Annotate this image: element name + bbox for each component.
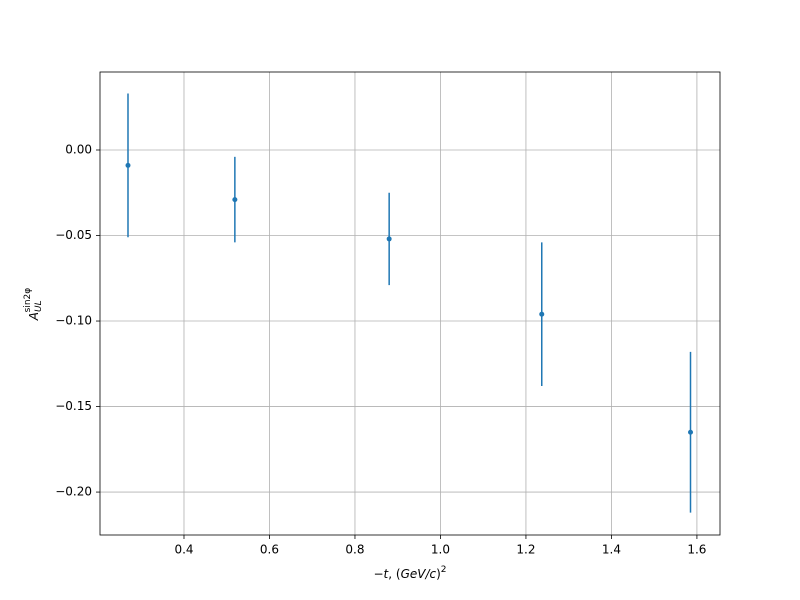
x-tick-label: 0.8 bbox=[345, 543, 364, 557]
y-tick-label: 0.00 bbox=[65, 142, 92, 156]
y-axis-label: AULsin2φ bbox=[23, 288, 44, 321]
y-tick-label: −0.05 bbox=[55, 228, 92, 242]
x-axis-label: −t, (GeV/c)2 bbox=[373, 565, 446, 581]
data-point bbox=[688, 429, 694, 435]
x-tick-label: 1.6 bbox=[687, 543, 706, 557]
data-point bbox=[125, 162, 131, 168]
y-tick-label: −0.10 bbox=[55, 314, 92, 328]
x-label-part: 2 bbox=[441, 565, 447, 575]
x-tick-label: 1.2 bbox=[516, 543, 535, 557]
data-point bbox=[386, 236, 392, 242]
x-label-part: GeV/c bbox=[401, 567, 437, 581]
data-point bbox=[232, 197, 238, 203]
y-label-part: A bbox=[27, 312, 41, 321]
y-tick-label: −0.20 bbox=[55, 485, 92, 499]
plot-frame bbox=[99, 71, 721, 536]
x-tick-label: 1.0 bbox=[431, 543, 450, 557]
y-label-part: sin2φ bbox=[23, 288, 33, 313]
x-tick-label: 0.4 bbox=[174, 543, 193, 557]
x-tick-label: 0.6 bbox=[260, 543, 279, 557]
y-tick-label: −0.15 bbox=[55, 399, 92, 413]
x-label-part: − bbox=[373, 567, 383, 581]
x-label-part: ) bbox=[436, 567, 441, 581]
x-label-part: , ( bbox=[388, 567, 400, 581]
x-label-part: t bbox=[384, 567, 390, 581]
y-label-part: UL bbox=[34, 300, 44, 312]
x-tick-label: 1.4 bbox=[602, 543, 621, 557]
data-point bbox=[539, 311, 545, 317]
